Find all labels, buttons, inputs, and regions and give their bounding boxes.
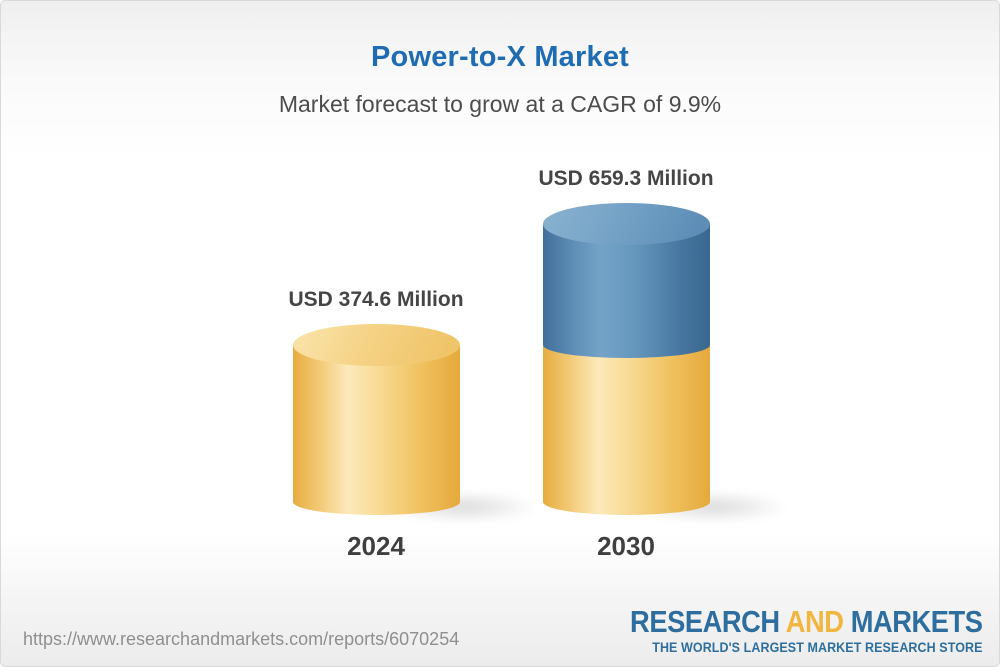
report-url-link[interactable]: https://www.researchandmarkets.com/repor… bbox=[23, 629, 460, 649]
category-label: 2024 bbox=[347, 530, 405, 561]
cylinder-top-yellow bbox=[292, 323, 460, 366]
growth-segment bbox=[542, 224, 710, 358]
logo-wordmark: RESEARCH AND MARKETS bbox=[630, 604, 984, 639]
base-segment bbox=[292, 344, 460, 515]
bar-2030: USD 659.3 Million 2030 bbox=[538, 167, 788, 561]
cylinder-top-blue bbox=[542, 203, 710, 245]
logo-word-research: RESEARCH bbox=[630, 604, 781, 639]
value-label: USD 659.3 Million bbox=[538, 167, 714, 190]
value-label: USD 374.6 Million bbox=[288, 287, 464, 311]
chart-header: Power-to-X Market Market forecast to gro… bbox=[1, 1, 999, 118]
category-label: 2030 bbox=[597, 531, 655, 561]
bar-2024: USD 374.6 Million 2024 bbox=[288, 288, 538, 561]
research-and-markets-logo: RESEARCH AND MARKETS THE WORLD'S LARGEST… bbox=[630, 604, 984, 657]
logo-word-markets: MARKETS bbox=[851, 604, 983, 639]
base-segment bbox=[542, 344, 710, 515]
logo-word-and: AND bbox=[786, 604, 845, 639]
chart-title: Power-to-X Market bbox=[371, 41, 629, 73]
chart-subtitle: Market forecast to grow at a CAGR of 9.9… bbox=[278, 91, 722, 117]
logo-tagline: THE WORLD'S LARGEST MARKET RESEARCH STOR… bbox=[652, 640, 983, 656]
footer: https://www.researchandmarkets.com/repor… bbox=[1, 596, 999, 666]
